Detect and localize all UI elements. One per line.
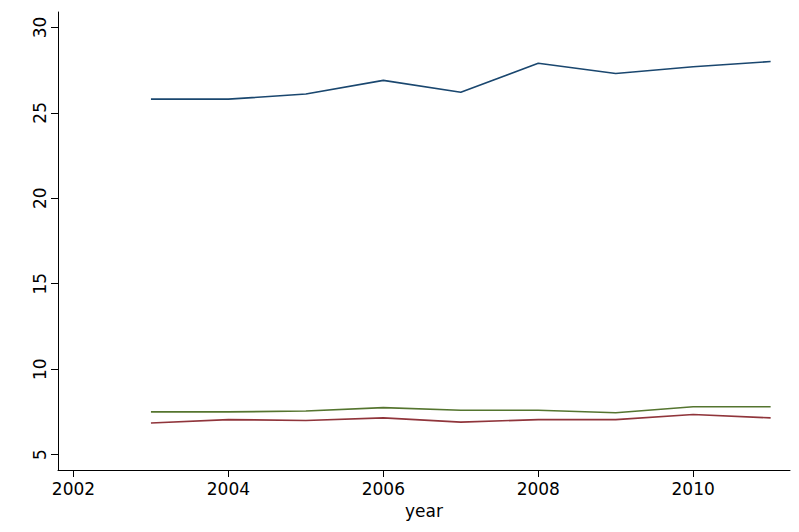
svg-text:20: 20: [30, 187, 50, 209]
svg-text:year: year: [405, 501, 443, 521]
svg-text:25: 25: [30, 102, 50, 124]
svg-text:5: 5: [30, 449, 50, 460]
svg-text:2010: 2010: [672, 479, 715, 499]
svg-text:2008: 2008: [517, 479, 560, 499]
svg-text:2002: 2002: [52, 479, 95, 499]
svg-text:15: 15: [30, 273, 50, 295]
svg-text:30: 30: [30, 17, 50, 39]
svg-text:2004: 2004: [207, 479, 250, 499]
svg-text:10: 10: [30, 358, 50, 380]
svg-text:2006: 2006: [362, 479, 405, 499]
